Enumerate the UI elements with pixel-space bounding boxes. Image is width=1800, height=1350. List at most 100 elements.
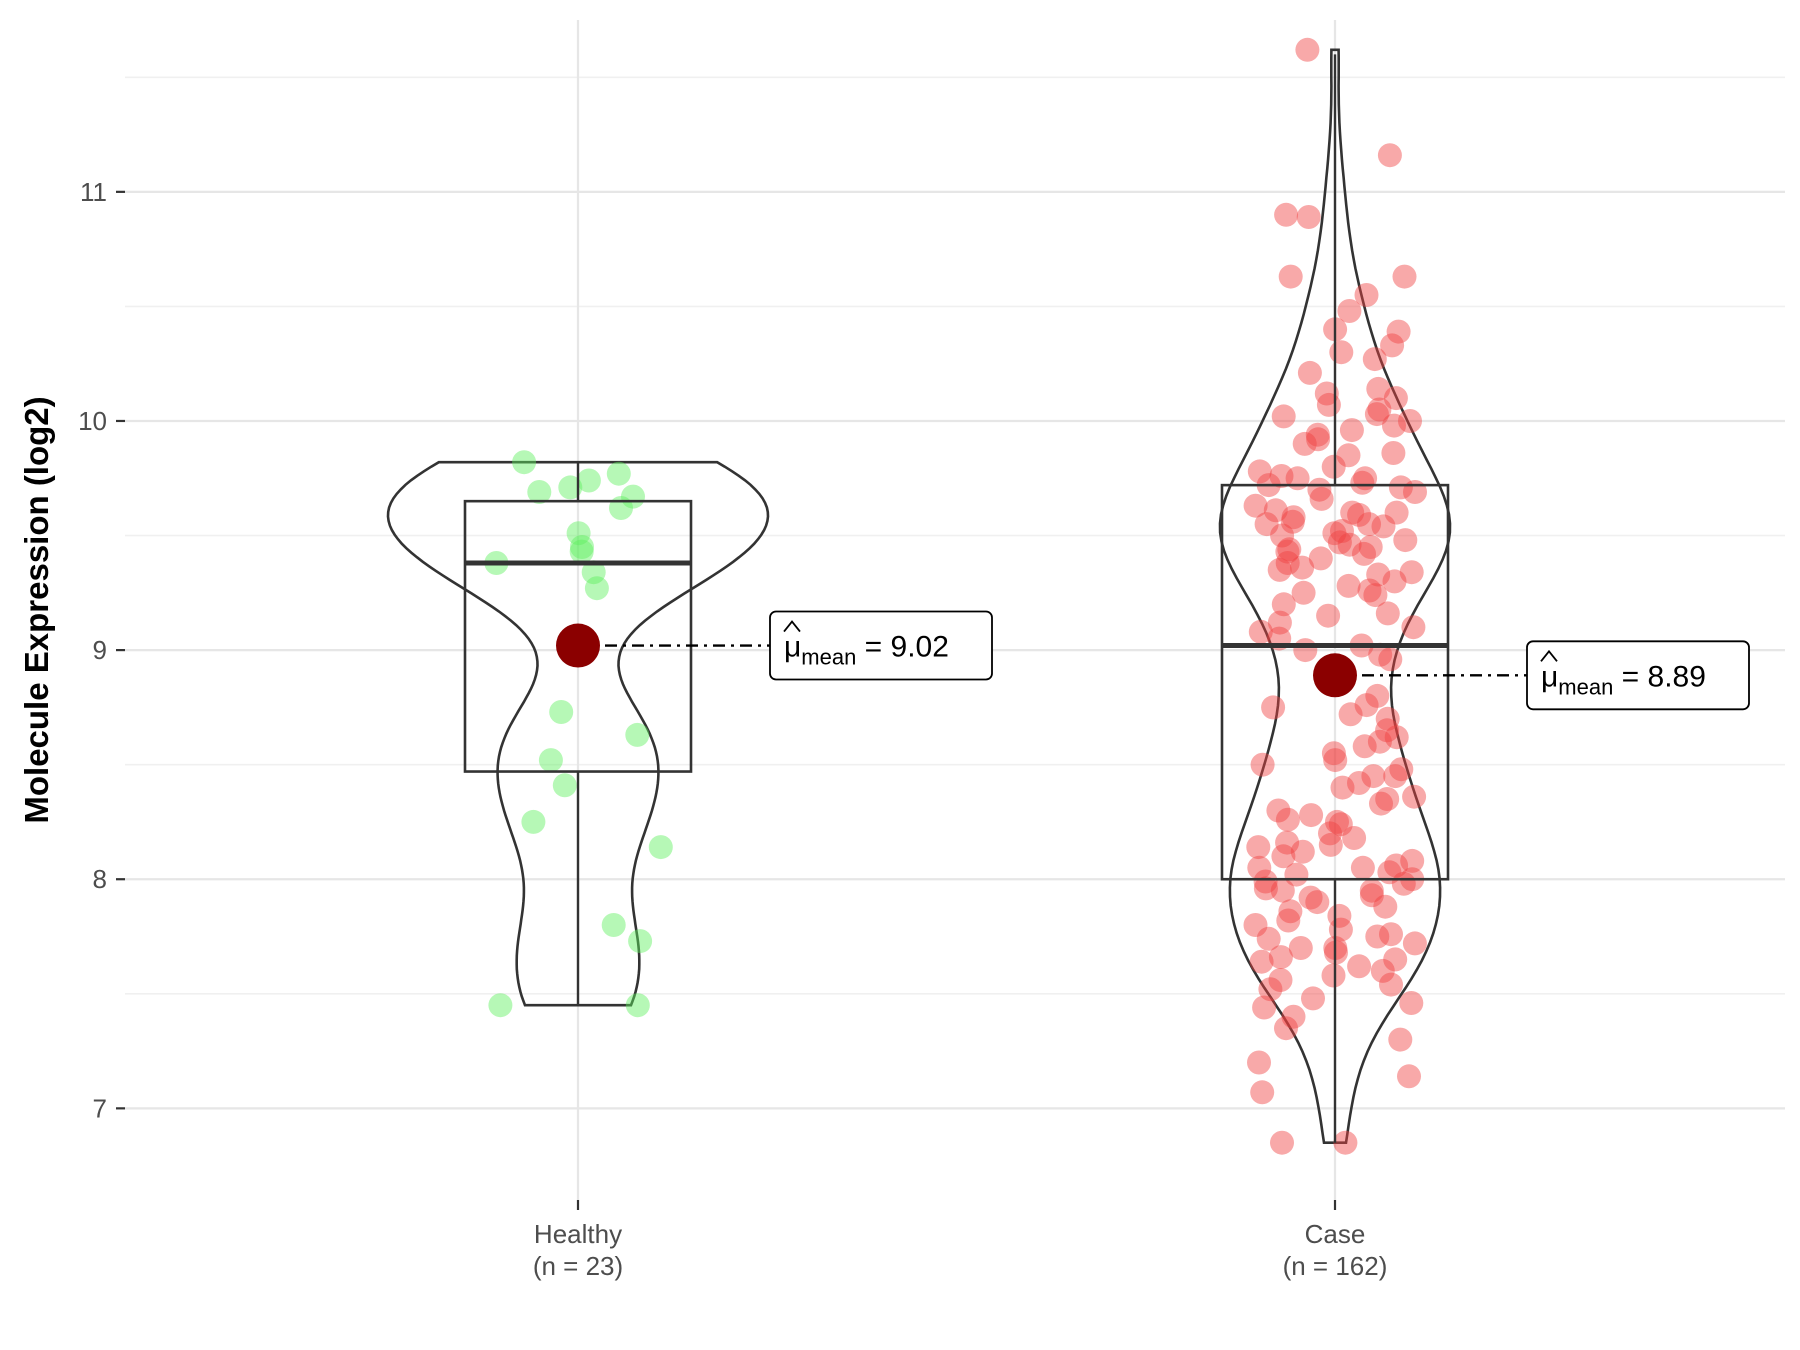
data-point-case xyxy=(1278,264,1303,289)
data-point-case xyxy=(1364,402,1389,427)
data-point-case xyxy=(1354,693,1379,718)
data-point-case xyxy=(1301,986,1325,1011)
data-point-case xyxy=(1354,283,1379,307)
data-point-case xyxy=(1263,498,1288,523)
data-point-case xyxy=(1323,748,1348,773)
data-point-case xyxy=(1321,741,1346,766)
data-point-case xyxy=(1256,926,1281,951)
data-point-case xyxy=(1402,931,1427,956)
data-point-case xyxy=(1383,386,1408,411)
data-point-case xyxy=(1383,764,1408,789)
data-point-case xyxy=(1359,883,1384,908)
data-point-case xyxy=(1246,835,1271,860)
data-point-case xyxy=(1293,638,1318,663)
data-point-case xyxy=(1377,143,1402,168)
data-point-healthy xyxy=(569,539,594,564)
mean-label-box xyxy=(769,610,993,681)
data-point-case xyxy=(1347,954,1372,979)
data-point-case xyxy=(1243,913,1268,937)
data-point-case xyxy=(1314,381,1339,406)
data-point-case xyxy=(1270,878,1295,903)
data-point-case xyxy=(1383,947,1408,972)
data-point-case xyxy=(1247,855,1272,880)
y-tick-label: 11 xyxy=(80,177,107,207)
data-point-healthy xyxy=(648,835,673,860)
data-point-case xyxy=(1340,500,1365,525)
data-point-case xyxy=(1280,509,1305,534)
box-healthy xyxy=(463,499,693,773)
mean-hat xyxy=(1540,649,1558,662)
data-point-case xyxy=(1290,555,1315,580)
data-point-case xyxy=(1305,422,1330,447)
data-point-case xyxy=(1328,812,1353,837)
data-point-case xyxy=(1322,521,1347,546)
data-point-case xyxy=(1336,443,1361,468)
data-point-case xyxy=(1254,512,1279,537)
mean-layer: μmean = 9.02 μmean = 8.89 xyxy=(556,610,1750,711)
mean-label: μmean = 8.89 xyxy=(1541,660,1706,699)
data-point-case xyxy=(1329,340,1354,365)
data-point-case xyxy=(1316,603,1341,628)
data-point-case xyxy=(1337,299,1362,323)
data-point-case xyxy=(1297,360,1322,385)
data-point-case xyxy=(1375,787,1400,811)
data-point-case xyxy=(1371,514,1396,539)
data-point-case xyxy=(1321,963,1346,988)
data-point-healthy xyxy=(609,496,633,520)
data-point-case xyxy=(1384,725,1409,750)
data-point-healthy xyxy=(558,475,583,500)
data-point-healthy xyxy=(601,913,626,937)
data-point-case xyxy=(1378,647,1403,672)
data-point-healthy xyxy=(576,468,601,493)
grid-lines xyxy=(125,20,1785,1200)
data-point-case xyxy=(1336,573,1361,598)
data-point-case xyxy=(1399,560,1424,585)
data-point-healthy xyxy=(581,560,606,585)
x-tick-label: Case xyxy=(1305,1219,1366,1249)
data-point-case xyxy=(1327,530,1352,555)
data-point-case xyxy=(1325,809,1349,834)
data-point-case xyxy=(1275,807,1300,832)
data-point-case xyxy=(1281,1004,1306,1029)
data-point-case xyxy=(1353,466,1378,491)
data-point-case xyxy=(1307,477,1332,502)
data-point-case xyxy=(1277,537,1302,562)
data-point-case xyxy=(1316,392,1341,417)
data-point-case xyxy=(1402,784,1427,809)
data-point-case xyxy=(1327,903,1352,928)
box-case xyxy=(1220,483,1450,881)
violin-outline-case xyxy=(1218,48,1452,1144)
data-point-case xyxy=(1365,683,1390,708)
data-point-case xyxy=(1342,826,1367,850)
data-point-case xyxy=(1339,418,1364,443)
data-point-case xyxy=(1337,532,1362,557)
mean-hat xyxy=(783,620,801,633)
data-point-healthy xyxy=(606,461,631,486)
data-point-healthy xyxy=(621,484,645,509)
data-point-healthy xyxy=(512,450,537,475)
data-point-case xyxy=(1366,562,1391,587)
data-point-case xyxy=(1295,37,1320,62)
y-tick-label: 7 xyxy=(93,1093,107,1123)
data-point-case xyxy=(1318,832,1343,857)
data-point-case xyxy=(1308,546,1333,571)
data-point-healthy xyxy=(521,809,546,834)
data-point-case xyxy=(1350,855,1375,880)
mean-label-box xyxy=(1526,640,1750,711)
data-point-case xyxy=(1368,642,1393,667)
y-axis-title: Molecule Expression (log2) xyxy=(18,396,55,823)
x-tick-sublabel: (n = 23) xyxy=(533,1251,623,1281)
data-point-case xyxy=(1375,706,1400,731)
data-point-case xyxy=(1357,578,1382,603)
data-point-case xyxy=(1400,848,1425,873)
data-point-case xyxy=(1309,486,1334,511)
data-point-case xyxy=(1278,899,1303,924)
data-point-case xyxy=(1380,333,1405,358)
data-point-case xyxy=(1393,528,1418,553)
data-point-case xyxy=(1350,470,1375,495)
data-point-case xyxy=(1292,431,1317,456)
data-point-case xyxy=(1253,876,1278,901)
data-point-case xyxy=(1291,580,1316,605)
data-point-case xyxy=(1347,771,1371,795)
